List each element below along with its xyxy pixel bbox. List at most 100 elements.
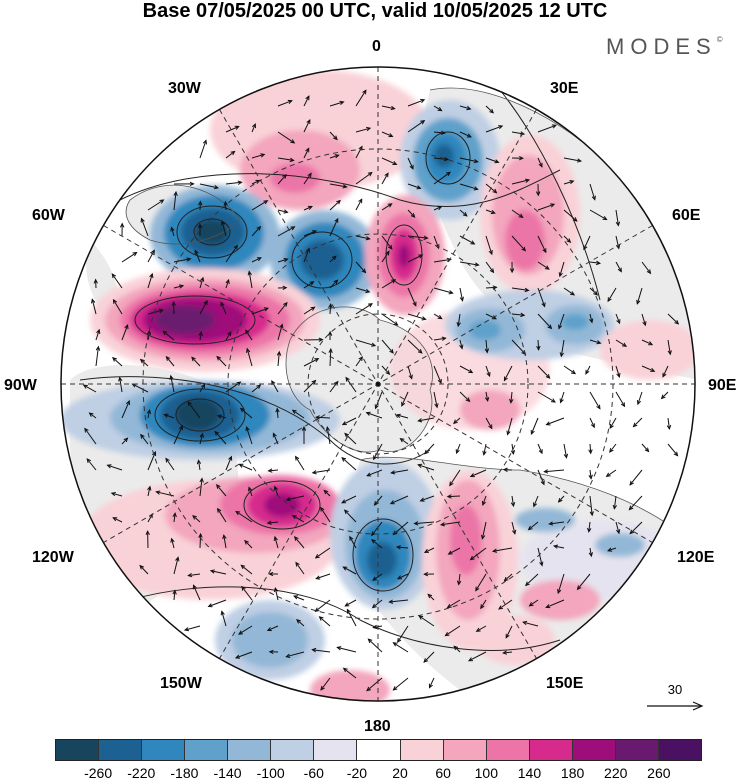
wind-arrow-head [222,534,227,540]
wind-arrow-head [482,450,487,456]
wind-arrow [199,183,219,189]
wind-arrow [493,547,513,552]
wind-arrow-head [283,258,289,263]
wind-arrow-head [448,290,454,295]
wind-arrow [251,200,268,211]
wind-arrow [381,251,390,263]
wind-arrow-head [192,584,197,590]
wind-arrow-head [244,539,249,545]
wind-arrow-head [459,344,464,350]
wind-arrow-head [447,550,453,555]
wind-arrow [251,384,261,393]
wind-arrow [199,384,206,393]
wind-arrow [193,585,201,601]
wind-arrow-head [263,200,269,205]
wind-arrow-head [616,319,621,325]
wind-arrow [433,337,446,341]
wind-arrow [329,183,347,188]
wind-arrow-head [199,432,204,438]
wind-arrow-head [609,423,614,429]
wind-arrow [459,157,478,163]
wind-arrow-head [333,279,339,285]
wind-arrow-head [509,268,515,274]
wind-arrow-head [150,249,155,255]
wind-arrow-head [361,268,367,274]
wind-arrow [391,469,409,474]
wind-arrow [563,209,578,222]
wind-arrow-head [366,686,372,692]
wind-arrow [271,380,279,393]
wind-arrow [559,261,565,277]
wind-arrow-head [588,474,593,480]
wind-arrow [589,313,593,323]
wind-arrow [407,120,425,133]
wind-arrow-head [305,147,310,153]
wind-arrow [112,517,123,523]
wind-arrow-head [110,492,116,497]
wind-arrow [615,391,625,407]
wind-arrow [381,157,397,165]
wind-arrow-head [272,432,277,438]
wind-arrow-head [266,520,272,525]
wind-arrow-head [481,534,486,540]
wind-arrow [139,565,149,575]
wind-arrow-head [488,424,493,430]
wind-arrow [173,192,177,211]
wind-arrow [199,433,204,445]
wind-arrow-head [475,586,480,592]
colorbar-cell [228,740,272,760]
wind-arrow-head [315,575,321,580]
wind-arrow [459,339,463,349]
wind-arrow-head [589,318,594,324]
wind-arrow [341,495,357,504]
wind-arrow-head [392,160,398,165]
wind-arrow [147,451,156,471]
wind-arrow-head [234,125,240,130]
wind-arrow [558,495,565,503]
wind-arrow-head [268,649,274,655]
wind-arrow-head [362,89,367,95]
wind-arrow-head [328,347,333,353]
wind-arrow [537,203,555,211]
wind-arrow-head [241,585,246,591]
wind-arrow [240,564,253,575]
wind-arrow-head [420,120,426,125]
wind-arrow [537,547,543,566]
wind-arrow [355,146,363,159]
wind-arrow-head [314,607,320,612]
wind-arrow [554,545,565,549]
wind-arrow [295,562,305,575]
wind-arrow-head [673,451,679,457]
wind-arrow [366,677,383,691]
wind-arrow [468,651,487,662]
wind-arrow-head [273,586,279,593]
wind-arrow [355,287,370,293]
wind-arrow-head [225,278,230,285]
wind-arrow [381,172,389,185]
wind-arrow-head [524,178,531,183]
wind-arrow-head [165,355,171,361]
wind-arrow-head [289,157,295,163]
wind-arrow-head [492,188,498,194]
wind-arrow-head [82,384,88,389]
colorbar-tick-label: 20 [392,765,408,781]
wind-arrow [224,201,227,211]
wind-arrow-head [366,472,372,477]
wind-arrow [267,521,279,524]
wind-arrow-head [410,213,416,218]
wind-arrow [112,357,123,367]
wind-arrow-head [596,404,601,410]
lon-label-180: 180 [364,718,391,735]
lon-label-150w: 150W [160,675,202,692]
wind-arrow-head [416,185,422,190]
wind-arrow-head [510,449,516,456]
wind-arrow-head [520,312,526,318]
wind-arrow [239,463,253,471]
wind-arrow-head [140,217,145,223]
wind-arrow-head [149,272,154,279]
wind-arrow-head [518,155,524,161]
wind-arrow-head [542,248,547,254]
wind-arrow [389,599,409,603]
wind-arrow [119,377,123,393]
wind-arrow [615,365,620,378]
